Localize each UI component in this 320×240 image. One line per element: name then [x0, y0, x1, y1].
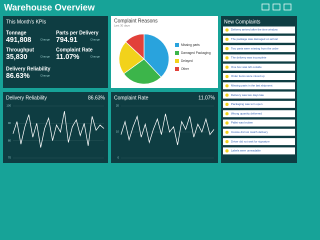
complaint-text: Labels were unreadable [231, 149, 261, 153]
complaint-row [223, 45, 295, 53]
y-tick-label: 90 [8, 121, 12, 125]
legend-swatch [175, 51, 179, 55]
icon[interactable] [261, 3, 270, 11]
kpi-value: 11.07% [56, 54, 80, 61]
complaint-text: Two parts were missing from the order [231, 46, 279, 50]
chart-title: Complaint Rate [114, 95, 149, 101]
chart-subtitle: Last 30 days [114, 24, 130, 28]
bullet [225, 112, 229, 116]
legend-swatch [175, 67, 179, 71]
bullet [225, 130, 229, 134]
legend-label: Damaged Packaging [181, 51, 211, 55]
complaint-row [223, 82, 295, 90]
bullet [225, 56, 229, 60]
bullet [225, 149, 229, 153]
complaint-text: Delivery arrived after the time window [231, 28, 279, 32]
complaint-text: Order items were mixed up [231, 74, 265, 78]
bullet [225, 28, 229, 32]
complaint-row [223, 128, 295, 136]
complaint-row [223, 35, 295, 43]
kpi-note: Change [40, 55, 50, 59]
line-series [120, 113, 215, 146]
y-tick-label: 0 [117, 156, 119, 160]
panel-title: New Complaints [224, 19, 261, 25]
complaint-text: Invoice did not match delivery [231, 130, 268, 134]
kpi-label: Parts per Delivery [56, 30, 99, 36]
bullet [225, 74, 229, 79]
kpi-value: 35,830 [6, 54, 28, 61]
complaint-text: Packaging was torn open [231, 102, 263, 106]
icon[interactable] [272, 3, 281, 11]
legend-label: Missing parts [181, 43, 200, 47]
complaint-row [223, 138, 295, 146]
chart-headline: 11.07% [198, 95, 215, 101]
legend-label: Other [181, 67, 190, 71]
bullet [225, 102, 229, 106]
bullet [225, 93, 229, 97]
bullet [225, 140, 229, 144]
complaint-text: The delivery was incomplete [231, 56, 267, 60]
panel-title: This Month's KPIs [6, 19, 47, 25]
complaint-text: One box was left outside [231, 65, 262, 69]
y-tick-label: 10 [116, 130, 120, 134]
pie-slice [125, 33, 145, 60]
bullet [225, 47, 229, 51]
line-panel [3, 92, 108, 163]
kpi-label: Complaint Rate [56, 47, 93, 53]
y-tick-label: 80 [8, 138, 12, 142]
complaint-text: The package was damaged on arrival [231, 37, 278, 41]
y-tick-label: 20 [116, 104, 120, 108]
kpi-value: 491,808 [6, 37, 31, 44]
icon[interactable] [283, 3, 292, 11]
complaint-row [223, 91, 295, 99]
pie-slice [123, 58, 162, 85]
kpi-note: Change [40, 74, 50, 78]
complaint-text: Driver did not wait for signature [231, 139, 270, 143]
bullet [225, 65, 229, 69]
kpi-label: Delivery Reliability [6, 66, 51, 72]
kpi-value: 794.91 [56, 37, 78, 44]
legend-swatch [175, 59, 179, 63]
bullet [225, 37, 229, 41]
complaint-text: Pallet was broken [231, 121, 254, 125]
complaint-text: Wrong quantity delivered [231, 111, 262, 115]
kpi-value: 86.63% [6, 73, 31, 80]
pie-slice [118, 41, 145, 75]
bullet [225, 84, 229, 88]
complaint-row [223, 147, 295, 155]
complaint-row [223, 63, 295, 71]
complaint-row [223, 119, 295, 127]
complaint-row [223, 26, 295, 34]
dashboard: Warehouse Overview This Month's KPIs New… [3, 2, 297, 163]
kpi-label: Throughput [6, 47, 34, 53]
chart-title: Delivery Reliability [6, 95, 47, 101]
y-tick-label: 70 [8, 156, 12, 160]
line-series [12, 111, 105, 148]
kpi-note: Change [90, 38, 100, 42]
y-tick-label: 100 [6, 104, 11, 108]
complaint-row [223, 100, 295, 108]
complaint-text: Delivery was two days late [231, 93, 264, 97]
complaint-row [223, 54, 295, 62]
page-title: Warehouse Overview [4, 2, 96, 12]
kpi-panel [3, 16, 108, 88]
chart-headline: 86.63% [88, 95, 106, 101]
bullet [225, 121, 229, 125]
kpi-note: Change [40, 38, 50, 42]
complaint-row [223, 110, 295, 118]
pie-slice [143, 33, 170, 78]
kpi-label: Tonnage [6, 30, 27, 36]
legend-swatch [175, 43, 179, 47]
line-panel [111, 92, 218, 163]
kpi-note: Change [90, 55, 100, 59]
chart-title: Complaint Reasons [114, 18, 158, 24]
complaint-row [223, 73, 295, 80]
complaint-text: Missing parts in the last shipment [231, 84, 273, 88]
legend-label: Delayed [181, 59, 193, 63]
toolbar-icons [261, 3, 292, 11]
